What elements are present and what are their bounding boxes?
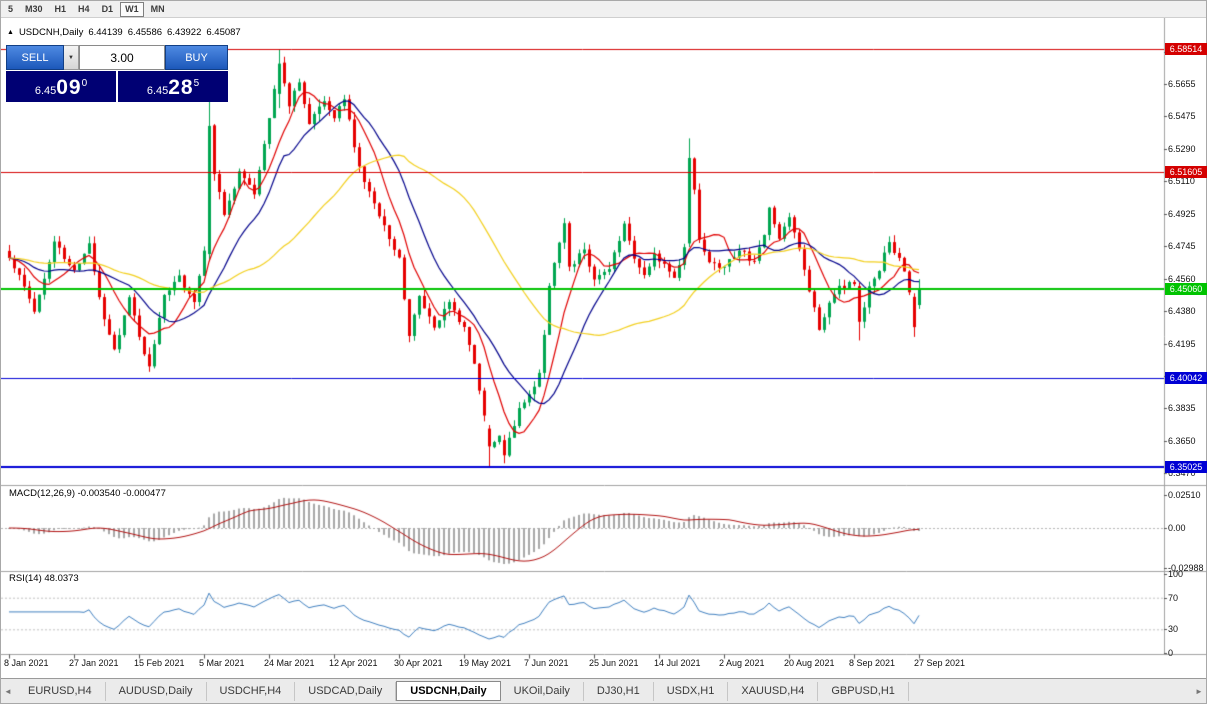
ohlc-open: 6.44139 [88, 27, 123, 38]
macd-indicator-header: MACD(12,26,9) -0.003540 -0.000477 [9, 488, 166, 499]
chart-tab-GBPUSD-H1[interactable]: GBPUSD,H1 [818, 681, 909, 701]
chart-symbol-header: ▲ USDCNH,Daily 6.44139 6.45586 6.43922 6… [7, 27, 241, 38]
sell-price-display[interactable]: 6.45090 [6, 71, 116, 102]
chart-tab-UKOil-Daily[interactable]: UKOil,Daily [501, 681, 584, 701]
timeframe-button-W1[interactable]: W1 [120, 1, 144, 17]
chart-tab-DJ30-H1[interactable]: DJ30,H1 [584, 681, 654, 701]
volume-dropdown-button[interactable]: ▼ [64, 45, 79, 70]
buy-price-display[interactable]: 6.45285 [118, 71, 228, 102]
chart-tab-USDX-H1[interactable]: USDX,H1 [654, 681, 729, 701]
one-click-trading-panel: SELL ▼ BUY 6.45090 6.45285 [6, 45, 228, 102]
ohlc-close: 6.45087 [206, 27, 241, 38]
sell-price-main: 6.45 [34, 85, 57, 97]
chevron-down-icon: ▼ [68, 54, 74, 61]
timeframe-button-5[interactable]: 5 [8, 3, 14, 14]
chart-tab-AUDUSD-Daily[interactable]: AUDUSD,Daily [106, 681, 207, 701]
timeframe-button-MN[interactable]: MN [150, 3, 165, 14]
sell-button[interactable]: SELL [6, 45, 64, 70]
timeframe-button-H1[interactable]: H1 [54, 3, 67, 14]
sell-price-big: 09 [56, 76, 82, 99]
buy-price-sup: 5 [193, 78, 200, 89]
tab-scroll-right-icon[interactable]: ► [1195, 686, 1203, 696]
chart-tab-USDCNH-Daily[interactable]: USDCNH,Daily [396, 681, 501, 701]
chart-symbol-label: USDCNH,Daily [18, 27, 84, 38]
tab-scroll-left-icon[interactable]: ◄ [4, 686, 12, 696]
chart-tab-EURUSD-H4[interactable]: EURUSD,H4 [15, 681, 106, 701]
ohlc-high: 6.45586 [127, 27, 163, 38]
rsi-indicator-header: RSI(14) 48.0373 [9, 573, 79, 584]
volume-input[interactable] [79, 45, 165, 70]
chart-tab-USDCHF-H4[interactable]: USDCHF,H4 [207, 681, 296, 701]
chart-tab-USDCAD-Daily[interactable]: USDCAD,Daily [295, 681, 397, 701]
chart-tab-XAUUSD-H4[interactable]: XAUUSD,H4 [728, 681, 819, 701]
chart-tab-bar: ◄ EURUSD,H4 AUDUSD,Daily USDCHF,H4 USDCAD,D… [1, 678, 1206, 703]
timeframe-button-M30[interactable]: M30 [25, 3, 43, 14]
timeframe-toolbar: 5 M30 H1 H4 D1 W1 MN [1, 1, 1206, 18]
buy-price-main: 6.45 [146, 85, 169, 97]
buy-button[interactable]: BUY [165, 45, 228, 70]
timeframe-button-H4[interactable]: H4 [78, 3, 90, 14]
one-click-panel-collapse-icon[interactable]: ▲ [7, 29, 14, 36]
price-chart-canvas[interactable] [1, 18, 1207, 680]
timeframe-button-D1[interactable]: D1 [101, 3, 114, 14]
sell-price-sup: 0 [81, 78, 88, 89]
buy-price-big: 28 [168, 76, 194, 99]
chart-tabs: EURUSD,H4 AUDUSD,Daily USDCHF,H4 USDCAD,Dai… [15, 679, 909, 703]
ohlc-low: 6.43922 [167, 27, 202, 38]
